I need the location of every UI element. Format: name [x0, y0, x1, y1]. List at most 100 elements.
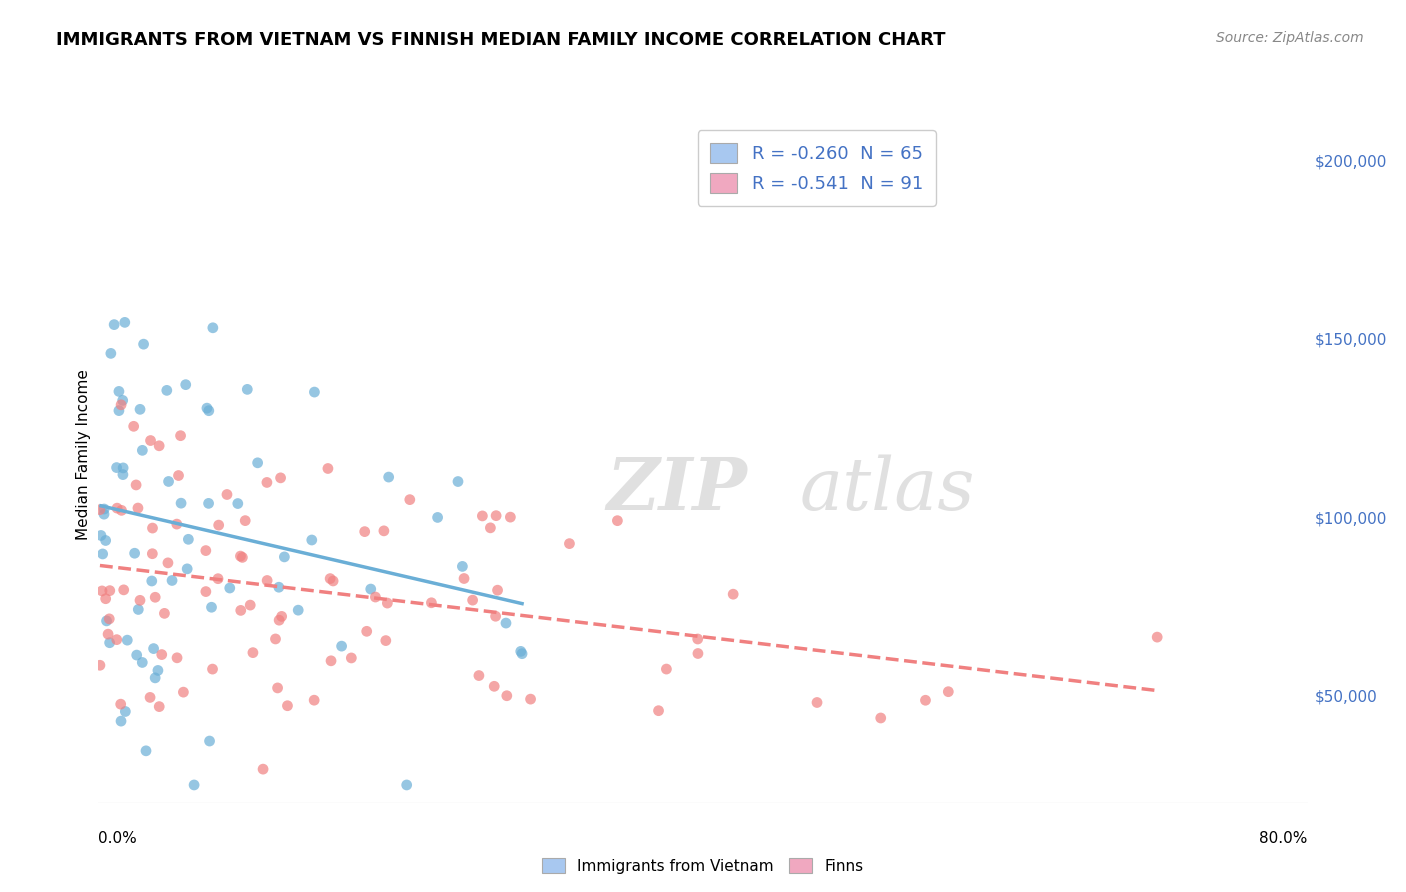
Point: [558, 536, 581, 550]
Point: [264, 632, 287, 646]
Point: [172, 685, 194, 699]
Point: [270, 471, 292, 485]
Point: [869, 711, 891, 725]
Point: [197, 496, 219, 510]
Point: [398, 492, 420, 507]
Point: [108, 384, 131, 399]
Point: [150, 648, 173, 662]
Point: [110, 503, 132, 517]
Point: [269, 613, 291, 627]
Point: [721, 587, 744, 601]
Point: [156, 384, 179, 398]
Point: [169, 428, 191, 442]
Point: [499, 510, 522, 524]
Legend: R = -0.260  N = 65, R = -0.541  N = 91: R = -0.260 N = 65, R = -0.541 N = 91: [697, 130, 936, 206]
Point: [208, 518, 231, 533]
Point: [236, 383, 259, 397]
Point: [485, 508, 508, 523]
Point: [201, 662, 224, 676]
Point: [316, 461, 339, 475]
Text: atlas: atlas: [800, 454, 976, 525]
Point: [479, 521, 502, 535]
Point: [110, 398, 132, 412]
Point: [246, 456, 269, 470]
Point: [160, 574, 183, 588]
Point: [218, 581, 240, 595]
Text: Source: ZipAtlas.com: Source: ZipAtlas.com: [1216, 31, 1364, 45]
Point: [112, 582, 135, 597]
Point: [93, 502, 115, 516]
Text: 0.0%: 0.0%: [98, 830, 138, 846]
Point: [273, 549, 295, 564]
Point: [215, 487, 238, 501]
Point: [98, 636, 121, 650]
Point: [131, 656, 153, 670]
Point: [395, 778, 418, 792]
Point: [226, 497, 249, 511]
Point: [374, 633, 396, 648]
Point: [229, 549, 252, 563]
Point: [110, 697, 132, 711]
Text: ZIP: ZIP: [606, 454, 747, 525]
Point: [89, 502, 111, 516]
Point: [139, 434, 162, 448]
Point: [90, 528, 112, 542]
Point: [142, 641, 165, 656]
Point: [319, 654, 342, 668]
Point: [229, 603, 252, 617]
Point: [146, 664, 169, 678]
Point: [124, 546, 146, 560]
Point: [256, 475, 278, 490]
Point: [170, 496, 193, 510]
Point: [127, 501, 149, 516]
Point: [127, 602, 149, 616]
Point: [129, 593, 152, 607]
Point: [267, 580, 290, 594]
Point: [330, 639, 353, 653]
Point: [148, 439, 170, 453]
Point: [201, 320, 224, 334]
Point: [91, 583, 114, 598]
Point: [176, 562, 198, 576]
Point: [304, 385, 326, 400]
Point: [200, 600, 222, 615]
Point: [302, 693, 325, 707]
Point: [606, 514, 628, 528]
Point: [131, 443, 153, 458]
Point: [98, 583, 121, 598]
Point: [495, 616, 517, 631]
Point: [94, 591, 117, 606]
Point: [194, 584, 217, 599]
Point: [195, 401, 218, 416]
Point: [287, 603, 309, 617]
Point: [686, 647, 709, 661]
Point: [139, 690, 162, 705]
Point: [486, 583, 509, 598]
Text: IMMIGRANTS FROM VIETNAM VS FINNISH MEDIAN FAMILY INCOME CORRELATION CHART: IMMIGRANTS FROM VIETNAM VS FINNISH MEDIA…: [56, 31, 946, 49]
Point: [377, 596, 399, 610]
Point: [373, 524, 395, 538]
Point: [447, 475, 470, 489]
Point: [166, 650, 188, 665]
Point: [242, 646, 264, 660]
Point: [340, 651, 363, 665]
Point: [806, 696, 828, 710]
Point: [301, 533, 323, 547]
Point: [93, 507, 115, 521]
Point: [166, 517, 188, 532]
Point: [495, 689, 517, 703]
Point: [453, 572, 475, 586]
Point: [647, 704, 669, 718]
Point: [143, 591, 166, 605]
Point: [322, 574, 344, 588]
Point: [936, 684, 959, 698]
Point: [89, 658, 111, 673]
Point: [135, 744, 157, 758]
Point: [360, 582, 382, 596]
Point: [141, 547, 163, 561]
Point: [353, 524, 375, 539]
Point: [509, 644, 531, 658]
Point: [198, 734, 221, 748]
Point: [183, 778, 205, 792]
Point: [377, 470, 399, 484]
